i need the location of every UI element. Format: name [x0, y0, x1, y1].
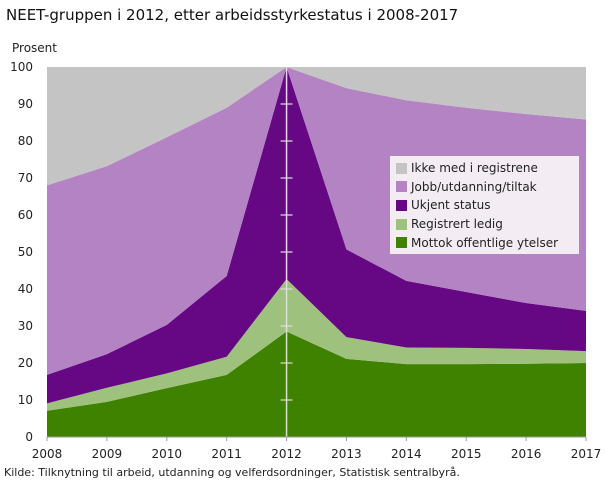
y-tick-label: 60: [18, 208, 33, 222]
y-tick-label: 20: [18, 356, 33, 370]
chart-title: NEET-gruppen i 2012, etter arbeidsstyrke…: [6, 6, 459, 24]
y-tick-label: 70: [18, 171, 33, 185]
legend-item: Mottok offentlige ytelser: [396, 233, 579, 252]
legend-item: Jobb/utdanning/tiltak: [396, 178, 579, 197]
legend-item: Ukjent status: [396, 196, 579, 215]
x-tick-label: 2012: [271, 447, 302, 461]
legend-swatch: [396, 237, 407, 249]
legend-swatch: [396, 218, 407, 230]
x-tick-label: 2013: [331, 447, 362, 461]
area-ikke-med-i-registrene: [47, 67, 586, 186]
legend-label: Ikke med i registrene: [411, 161, 538, 176]
area-jobb-utdanning-tiltak: [47, 67, 586, 375]
legend-item: Ikke med i registrene: [396, 159, 579, 178]
legend: Ikke med i registrene Jobb/utdanning/tilt…: [390, 156, 579, 254]
legend-swatch: [396, 199, 407, 211]
area-mottok-offentlige-ytelser: [47, 331, 586, 437]
legend-label: Mottok offentlige ytelser: [411, 235, 559, 250]
x-tick-label: 2016: [511, 447, 542, 461]
x-tick-label: 2011: [211, 447, 242, 461]
y-tick-label: 40: [18, 282, 33, 296]
x-tick-label: 2010: [152, 447, 183, 461]
legend-label: Registrert ledig: [411, 217, 503, 232]
x-tick-label: 2009: [92, 447, 123, 461]
x-tick-label: 2017: [571, 447, 602, 461]
source-note: Kilde: Tilknytning til arbeid, utdanning…: [4, 466, 460, 479]
legend-swatch: [396, 181, 407, 193]
y-axis-label: Prosent: [12, 41, 57, 55]
y-tick-label: 0: [25, 430, 33, 444]
legend-label: Ukjent status: [411, 198, 491, 213]
y-tick-label: 50: [18, 245, 33, 259]
y-tick-label: 100: [10, 60, 33, 74]
x-tick-label: 2014: [391, 447, 422, 461]
y-tick-label: 10: [18, 393, 33, 407]
legend-swatch: [396, 162, 407, 174]
x-tick-label: 2008: [32, 447, 63, 461]
x-tick-label: 2015: [451, 447, 482, 461]
y-tick-label: 90: [18, 97, 33, 111]
area-ukjent-status: [47, 67, 586, 404]
legend-item: Registrert ledig: [396, 215, 579, 234]
y-tick-label: 80: [18, 134, 33, 148]
area-registrert-ledig: [47, 279, 586, 411]
legend-label: Jobb/utdanning/tiltak: [411, 179, 537, 194]
y-tick-label: 30: [18, 319, 33, 333]
